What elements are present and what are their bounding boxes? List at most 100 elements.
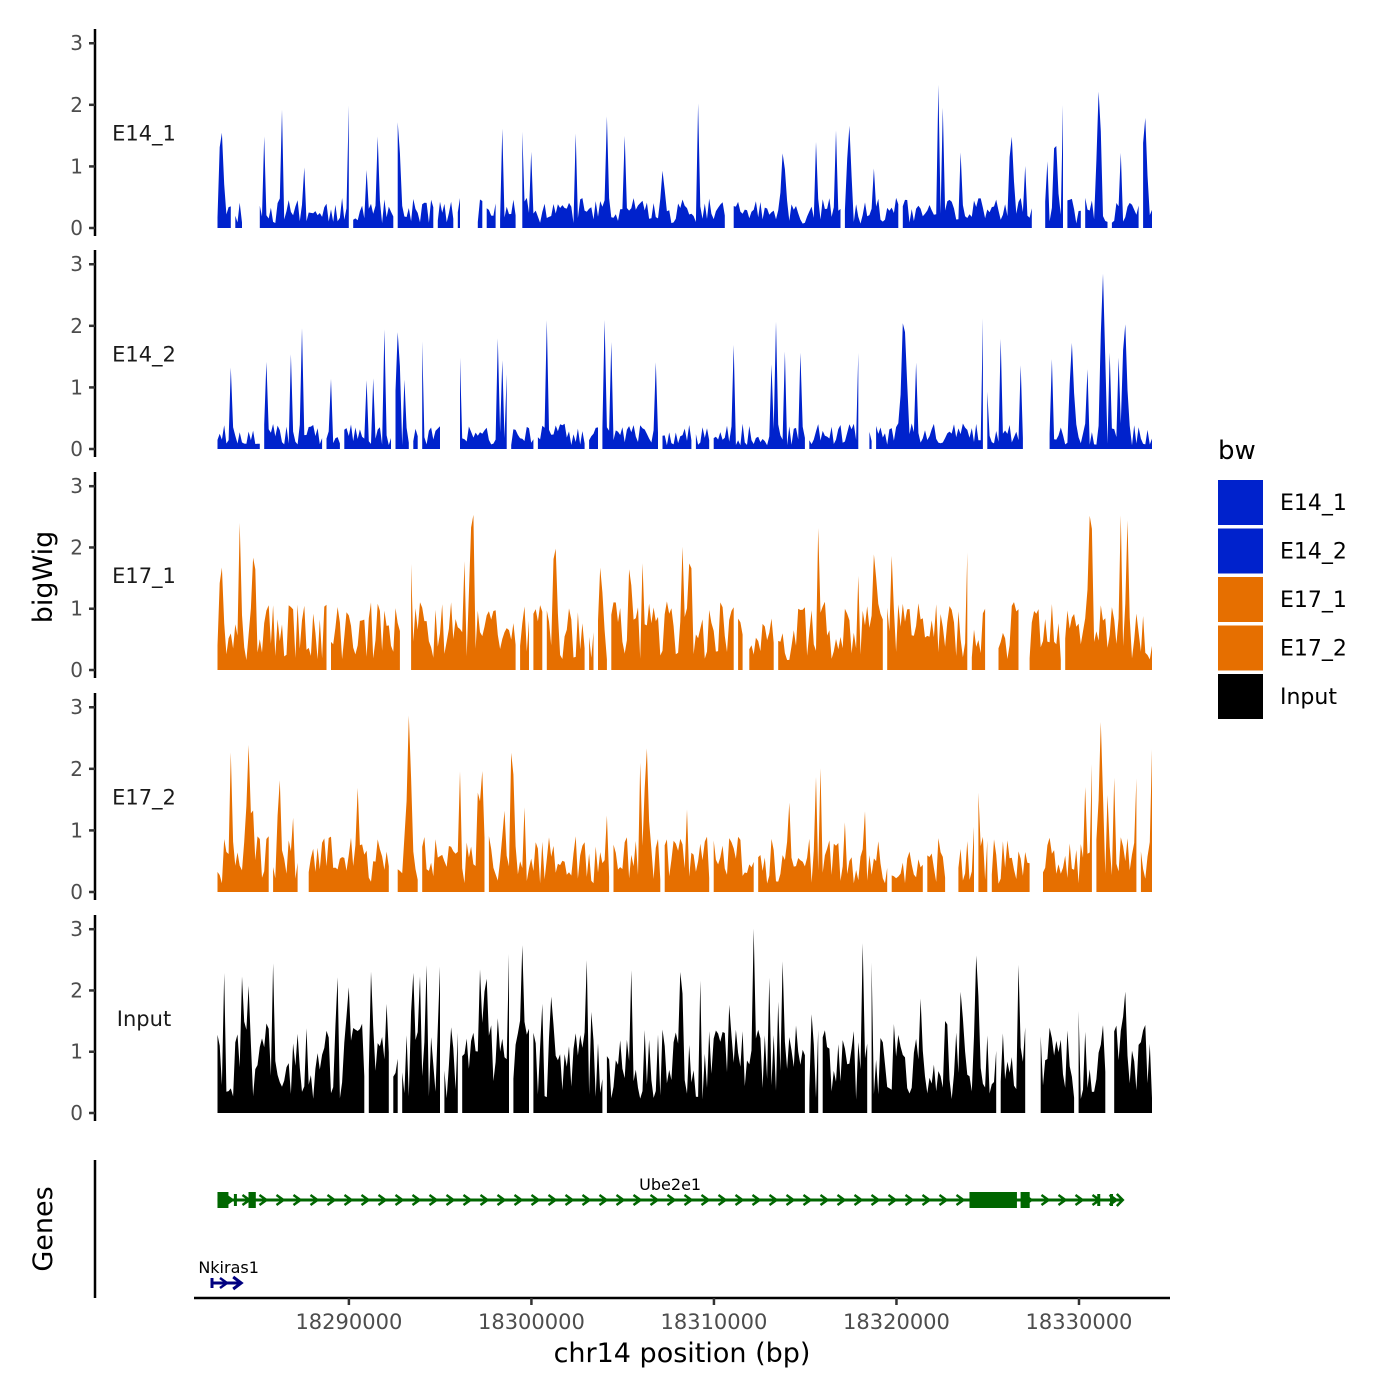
coverage-area: [422, 771, 485, 892]
y-tick-label: 0: [70, 1101, 83, 1125]
track-e14-2: 0 1 2 3 E14_2: [70, 250, 1152, 461]
strand-chevron: [649, 1193, 660, 1207]
strand-chevron: [394, 1193, 405, 1207]
strand-chevron: [547, 1193, 558, 1207]
strand-chevron: [428, 1193, 439, 1207]
coverage-area: [460, 338, 507, 449]
coverage-area: [273, 780, 298, 892]
coverage-area: [1085, 91, 1108, 228]
strand-chevron: [921, 1193, 932, 1207]
coverage-area: [457, 198, 460, 228]
coverage-area: [733, 130, 841, 228]
strand-arrow: [232, 1275, 244, 1291]
gene-ube2e1: Ube2e1: [217, 1175, 1125, 1208]
gene-exon: [217, 1192, 229, 1208]
strand-chevron: [734, 1193, 745, 1207]
legend-label: E17_1: [1280, 588, 1347, 613]
coverage-area: [713, 836, 754, 892]
legend-label: E14_2: [1280, 540, 1347, 565]
coverage-area: [1045, 105, 1063, 228]
coverage-area: [217, 367, 260, 449]
strand-chevron: [700, 1193, 711, 1207]
y-tick-label: 0: [70, 216, 83, 240]
y-tick-label: 1: [70, 818, 83, 842]
coverage-area: [758, 768, 888, 892]
coverage-area: [402, 965, 440, 1113]
coverage-area: [1040, 1027, 1075, 1113]
y-tick-label: 1: [70, 375, 83, 399]
coverage-area: [500, 128, 516, 228]
coverage-area: [217, 522, 327, 670]
coverage-area: [958, 826, 974, 892]
coverage-area: [235, 202, 242, 228]
coverage-area: [1078, 1011, 1106, 1113]
y-tick-label: 3: [70, 695, 83, 719]
strand-chevron: [219, 1276, 230, 1290]
y-tick-label: 2: [70, 314, 83, 338]
legend-label: Input: [1280, 685, 1337, 710]
coverage-area: [395, 332, 409, 449]
legend-label: E14_1: [1280, 491, 1347, 516]
coverage-area: [891, 851, 923, 892]
y-tick-label: 0: [70, 437, 83, 461]
x-tick-label: 18330000: [1026, 1310, 1133, 1334]
coverage-area: [308, 787, 389, 892]
coverage-area: [589, 427, 598, 449]
coverage-area: [664, 809, 710, 892]
strand-chevron: [785, 1193, 796, 1207]
coverage-area: [1140, 749, 1152, 892]
strand-chevron: [955, 1193, 966, 1207]
coverage-area: [809, 1014, 819, 1113]
coverage-tracks: 0 1 2 3 E14_1 0 1 2 3 E14_2 0 1 2 3 E17_1 0 1 2 3 E17_2 0 1 2 3…: [70, 29, 1152, 1125]
strand-chevron: [683, 1193, 694, 1207]
strand-chevron: [1057, 1193, 1068, 1207]
y-axis-title: bigWig: [28, 531, 59, 624]
y-tick-label: 1: [70, 154, 83, 178]
coverage-area: [477, 199, 483, 228]
coverage-area: [331, 602, 400, 670]
y-tick-label: 0: [70, 658, 83, 682]
x-axis-title: chr14 position (bp): [554, 1338, 811, 1369]
coverage-area: [927, 838, 946, 892]
coverage-area: [738, 618, 743, 670]
coverage-area: [488, 752, 610, 892]
legend: bw E14_1 E14_2 E17_1 E17_2 Input: [1218, 436, 1347, 719]
y-tick-label: 0: [70, 880, 83, 904]
strand-chevron: [360, 1193, 371, 1207]
gene-track: Ube2e1 Nkiras1: [93, 1160, 1125, 1298]
coverage-area: [871, 955, 997, 1113]
coverage-area: [887, 552, 968, 670]
strand-chevron: [853, 1193, 864, 1207]
legend-title: bw: [1218, 436, 1256, 466]
y-tick-label: 3: [70, 474, 83, 498]
y-tick-label: 3: [70, 917, 83, 941]
coverage-area: [397, 715, 418, 892]
track-label: Input: [117, 1007, 171, 1031]
strand-chevron: [870, 1193, 881, 1207]
strand-chevron: [326, 1193, 337, 1207]
coverage-area: [613, 748, 661, 892]
coverage-area: [971, 608, 986, 670]
strand-chevron: [887, 1193, 898, 1207]
coverage-area: [876, 318, 983, 449]
strand-chevron: [564, 1193, 575, 1207]
strand-chevron: [717, 1193, 728, 1207]
coverage-area: [978, 792, 988, 892]
coverage-area: [1049, 273, 1152, 449]
coverage-area: [602, 319, 658, 449]
strand-chevron: [258, 1193, 269, 1207]
coverage-area: [606, 928, 805, 1113]
track-input: 0 1 2 3 Input: [70, 915, 1152, 1125]
y-tick-label: 2: [70, 535, 83, 559]
strand-chevron: [496, 1193, 507, 1207]
coverage-area: [1000, 964, 1026, 1113]
coverage-area: [533, 960, 603, 1113]
strand-chevron: [445, 1193, 456, 1207]
gene-exon: [1020, 1192, 1030, 1208]
coverage-area: [809, 352, 859, 449]
coverage-area: [902, 84, 1032, 228]
legend-label: E17_2: [1280, 637, 1347, 662]
legend-swatch: [1218, 674, 1263, 719]
strand-chevron: [751, 1193, 762, 1207]
